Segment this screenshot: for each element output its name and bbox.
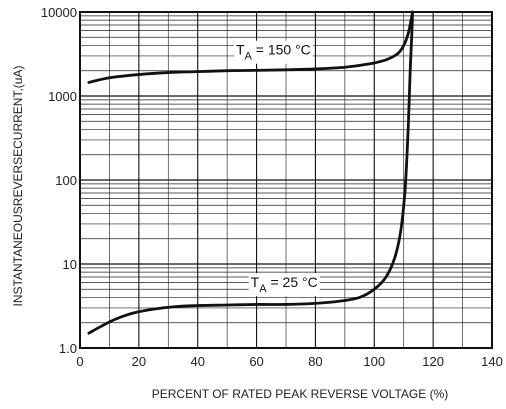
y-tick-label: 100 <box>55 173 77 188</box>
series-lines <box>87 10 414 335</box>
annotations: TA = 150 °C TA = 25 °C <box>233 40 320 297</box>
series-line-0 <box>87 10 414 84</box>
x-tick-label: 140 <box>481 354 503 369</box>
x-tick-label: 120 <box>422 354 444 369</box>
annotation-background <box>233 40 313 64</box>
x-axis-label: PERCENT OF RATED PEAK REVERSE VOLTAGE (%… <box>152 387 449 401</box>
y-tick-label: 1.0 <box>59 341 77 356</box>
x-tick-label: 40 <box>190 354 204 369</box>
y-tick-label: 10000 <box>41 5 77 20</box>
x-tick-label: 80 <box>308 354 322 369</box>
tick-labels: 0 20 40 60 80 100 120 140 1.0 10 100 1000 10000 <box>41 5 503 369</box>
x-tick-label: 60 <box>249 354 263 369</box>
y-tick-label: 1000 <box>48 89 77 104</box>
x-tick-label: 0 <box>76 354 83 369</box>
x-tick-label: 100 <box>363 354 385 369</box>
annotation-label-0: TA = 150 °C <box>236 42 311 63</box>
annotation-background <box>248 273 320 297</box>
y-axis-label: INSTANTANEOUSREVERSECURRENT,(uA) <box>11 66 25 307</box>
plot-frame <box>79 11 493 349</box>
y-tick-label: 10 <box>63 257 77 272</box>
series-line-1 <box>87 10 414 335</box>
annotation-label-1: TA = 25 °C <box>251 274 318 295</box>
x-tick-label: 20 <box>132 354 146 369</box>
